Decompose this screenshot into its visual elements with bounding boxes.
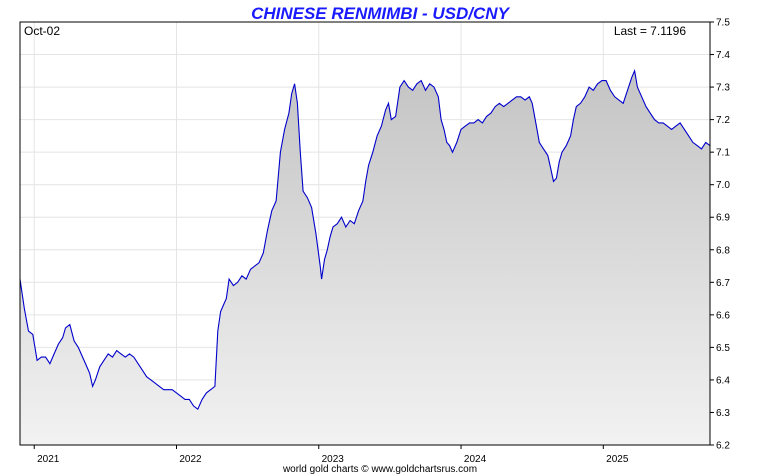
y-tick-label: 7.1 bbox=[716, 148, 730, 159]
y-tick-label: 6.5 bbox=[716, 343, 730, 354]
last-value-label: Last = 7.1196 bbox=[614, 24, 686, 38]
x-tick-label: 2023 bbox=[322, 454, 345, 465]
y-tick-label: 6.8 bbox=[716, 245, 730, 256]
x-tick-label: 2022 bbox=[179, 454, 202, 465]
x-axis: 2021 2022 2023 2024 2025 bbox=[33, 445, 629, 465]
x-tick-label: 2024 bbox=[464, 454, 487, 465]
area-fill bbox=[20, 70, 710, 446]
plot-frame bbox=[19, 21, 711, 446]
y-tick-label: 6.9 bbox=[716, 213, 730, 224]
y-tick-label: 7.0 bbox=[716, 180, 730, 191]
y-tick-label: 7.2 bbox=[716, 115, 730, 126]
y-axis: 6.2 6.3 6.4 6.5 6.6 6.7 6.8 6.9 7.0 7.1 7.2 7.3 7.4 7… bbox=[710, 18, 730, 452]
y-tick-label: 7.4 bbox=[716, 50, 730, 61]
chart-title: CHINESE RENMIMBI - USD/CNY bbox=[251, 4, 511, 23]
y-tick-label: 6.4 bbox=[716, 375, 730, 386]
y-tick-label: 6.6 bbox=[716, 310, 730, 321]
series-line bbox=[19, 68, 711, 411]
y-tick-label: 6.7 bbox=[716, 278, 730, 289]
x-tick-label: 2021 bbox=[37, 454, 60, 465]
y-tick-label: 7.5 bbox=[716, 18, 730, 29]
y-tick-label: 6.2 bbox=[716, 441, 730, 452]
x-tick-label: 2025 bbox=[606, 454, 629, 465]
date-label: Oct-02 bbox=[24, 24, 60, 38]
y-tick-label: 7.3 bbox=[716, 83, 730, 94]
y-tick-label: 6.3 bbox=[716, 408, 730, 419]
footer-credit: world gold charts © www.goldchartsrus.co… bbox=[282, 464, 477, 475]
